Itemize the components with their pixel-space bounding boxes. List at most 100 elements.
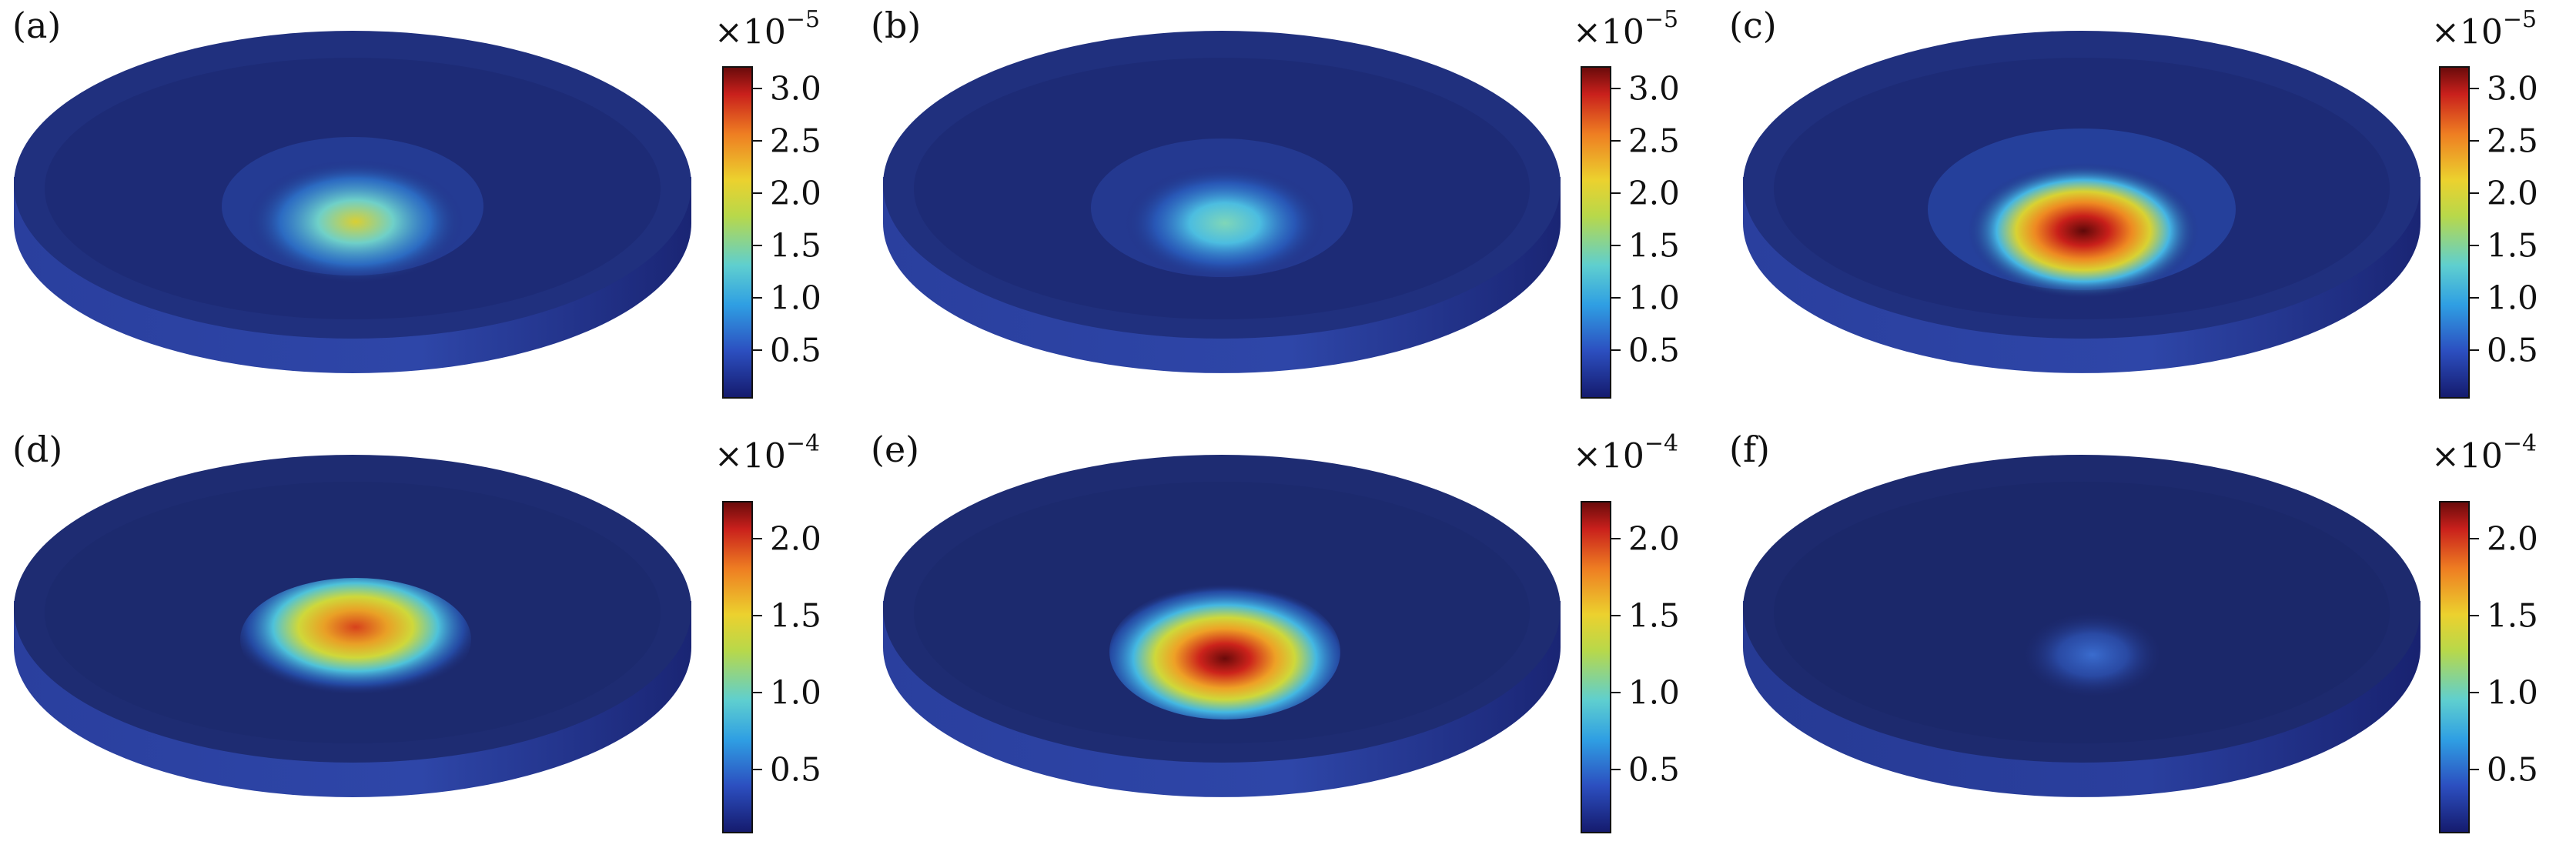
colorbar [2439, 501, 2470, 833]
disk-plot-d [14, 455, 691, 797]
colorbar-tick [2470, 538, 2479, 539]
panel-b: (b) ×10−5 3.0 2.5 2.0 1.5 1.0 0.5 [858, 0, 1717, 424]
panel-label: (f) [1729, 429, 1770, 470]
colorbar-tick-label: 1.5 [770, 226, 821, 265]
panel-f: (f) ×10−4 2.0 1.5 1.0 0.5 [1717, 424, 2575, 848]
scale-prefix: ×10 [1573, 12, 1644, 52]
colorbar-tick [2470, 769, 2479, 770]
colorbar-tick-label: 1.0 [1628, 279, 1680, 317]
colorbar-tick [1611, 615, 1621, 616]
panel-d: (d) ×10−4 2.0 1.5 1.0 0.5 [0, 424, 858, 848]
colorbar-tick [1611, 692, 1621, 693]
colorbar-tick-label: 1.5 [1628, 596, 1680, 635]
scale-prefix: ×10 [714, 12, 786, 52]
colorbar-tick [753, 615, 762, 616]
colorbar-tick-label: 3.0 [770, 69, 821, 108]
colorbar-scale: ×10−5 [2431, 6, 2537, 52]
scale-exponent: −5 [1644, 6, 1679, 33]
panel-label: (d) [12, 429, 63, 470]
colorbar-tick-label: 1.0 [1628, 673, 1680, 712]
colorbar-tick [1611, 192, 1621, 194]
colorbar [722, 501, 753, 833]
colorbar-tick [1611, 538, 1621, 539]
colorbar-tick-label: 1.5 [2487, 596, 2538, 635]
colorbar-tick [2470, 692, 2479, 693]
colorbar-tick-label: 1.5 [770, 596, 821, 635]
colorbar-tick-label: 2.0 [2487, 519, 2538, 558]
disk-plot-f [1743, 455, 2420, 797]
scale-prefix: ×10 [2431, 436, 2503, 476]
panel-c: (c) ×10−5 3.0 2.5 2.0 1.5 1.0 0.5 [1717, 0, 2575, 424]
colorbar-tick [753, 692, 762, 693]
colorbar-tick-label: 2.0 [2487, 174, 2538, 212]
scale-prefix: ×10 [714, 436, 786, 476]
colorbar-tick [753, 349, 762, 351]
colorbar-tick [1611, 140, 1621, 142]
colorbar-tick [2470, 140, 2479, 142]
colorbar-tick-label: 1.5 [1628, 226, 1680, 265]
colorbar-tick-label: 2.0 [1628, 519, 1680, 558]
scale-exponent: −4 [785, 430, 821, 457]
colorbar-tick-label: 0.5 [2487, 331, 2538, 369]
colorbar-tick [753, 192, 762, 194]
colorbar-tick [2470, 349, 2479, 351]
colorbar-tick [1611, 88, 1621, 89]
scale-prefix: ×10 [1573, 436, 1644, 476]
colorbar-tick-label: 2.0 [1628, 174, 1680, 212]
colorbar [722, 66, 753, 399]
panel-label: (a) [12, 5, 62, 46]
colorbar [1581, 501, 1611, 833]
colorbar-tick [753, 769, 762, 770]
panel-a: (a) ×10−5 3.0 2.5 2.0 1.5 1.0 0.5 [0, 0, 858, 424]
colorbar-tick [753, 245, 762, 246]
colorbar [1581, 66, 1611, 399]
colorbar-tick [1611, 349, 1621, 351]
colorbar-scale: ×10−5 [1573, 6, 1678, 52]
panel-label: (e) [871, 429, 920, 470]
disk-plot-c [1743, 31, 2420, 373]
colorbar-tick-label: 3.0 [2487, 69, 2538, 108]
colorbar-tick [1611, 769, 1621, 770]
scale-exponent: −4 [2502, 430, 2538, 457]
scale-exponent: −5 [785, 6, 821, 33]
colorbar-tick [753, 297, 762, 299]
colorbar-tick-label: 2.5 [2487, 122, 2538, 160]
disk-plot-a [14, 31, 691, 373]
colorbar-tick [2470, 297, 2479, 299]
colorbar-tick-label: 0.5 [1628, 750, 1680, 789]
scale-exponent: −5 [2502, 6, 2538, 33]
panel-e: (e) ×10−4 2.0 1.5 1.0 0.5 [858, 424, 1717, 848]
disk-plot-b [883, 31, 1561, 373]
colorbar-tick-label: 2.0 [770, 519, 821, 558]
colorbar-tick [2470, 192, 2479, 194]
colorbar-tick [753, 88, 762, 89]
colorbar-scale: ×10−4 [2431, 430, 2537, 476]
colorbar-tick-label: 1.0 [2487, 673, 2538, 712]
colorbar-scale: ×10−4 [1573, 430, 1678, 476]
scale-prefix: ×10 [2431, 12, 2503, 52]
colorbar-tick-label: 0.5 [770, 750, 821, 789]
colorbar-tick-label: 3.0 [1628, 69, 1680, 108]
colorbar-tick [753, 538, 762, 539]
colorbar-tick-label: 1.5 [2487, 226, 2538, 265]
colorbar-tick-label: 0.5 [2487, 750, 2538, 789]
colorbar-tick-label: 1.0 [770, 279, 821, 317]
colorbar-tick-label: 0.5 [770, 331, 821, 369]
disk-plot-e [883, 455, 1561, 797]
panel-label: (c) [1729, 5, 1777, 46]
colorbar-tick [1611, 297, 1621, 299]
scale-exponent: −4 [1644, 430, 1679, 457]
colorbar-tick-label: 2.0 [770, 174, 821, 212]
colorbar-tick-label: 1.0 [2487, 279, 2538, 317]
colorbar-tick [1611, 245, 1621, 246]
colorbar-tick-label: 2.5 [770, 122, 821, 160]
colorbar-tick-label: 2.5 [1628, 122, 1680, 160]
colorbar-tick-label: 1.0 [770, 673, 821, 712]
colorbar [2439, 66, 2470, 399]
colorbar-tick [2470, 88, 2479, 89]
colorbar-tick [2470, 615, 2479, 616]
colorbar-scale: ×10−4 [714, 430, 820, 476]
colorbar-tick-label: 0.5 [1628, 331, 1680, 369]
colorbar-scale: ×10−5 [714, 6, 820, 52]
colorbar-tick [753, 140, 762, 142]
